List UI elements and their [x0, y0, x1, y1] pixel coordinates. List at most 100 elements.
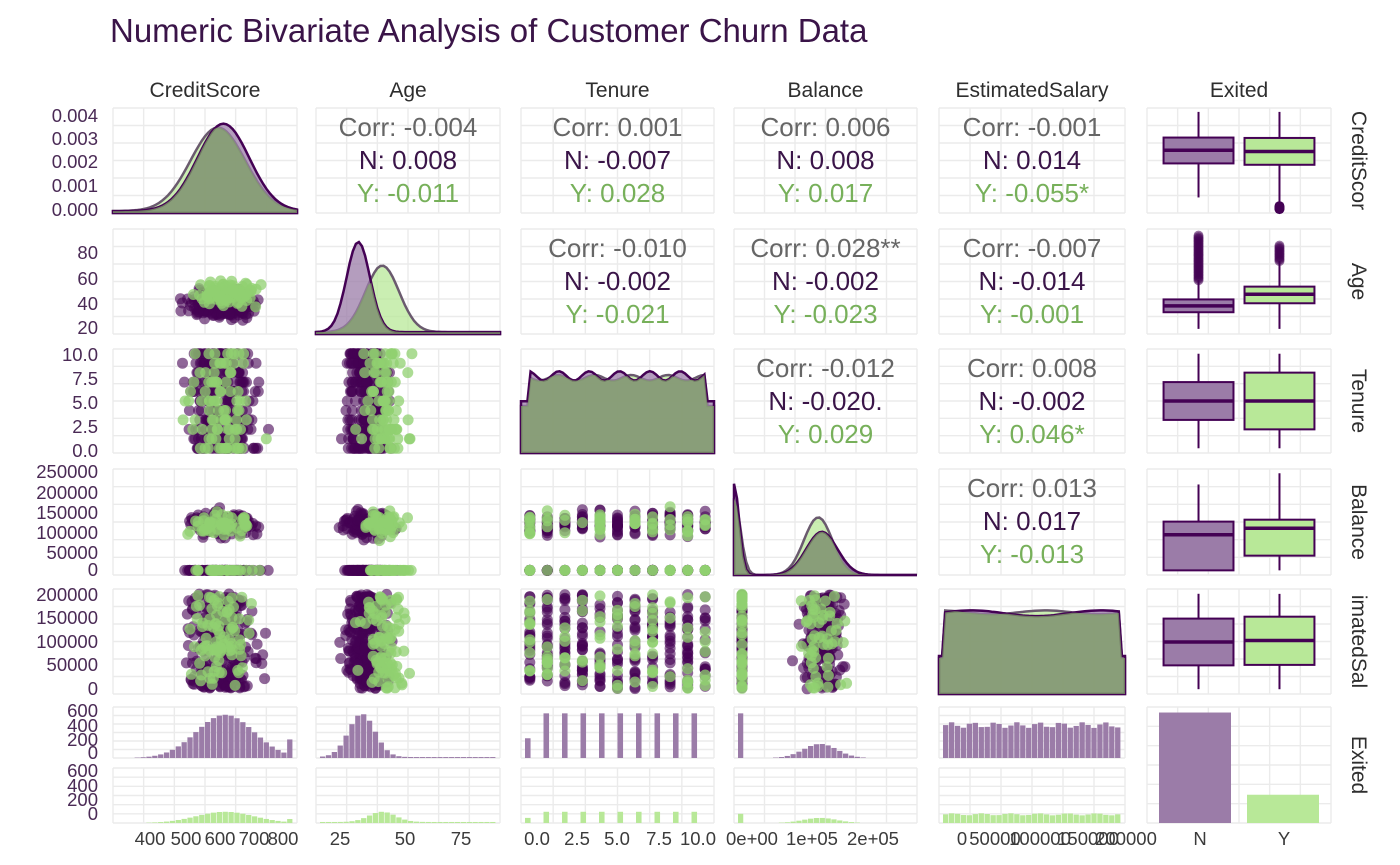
hist-bar [966, 815, 973, 823]
hist-bar [784, 822, 790, 823]
y-tick-balance: 50000 [47, 542, 98, 563]
scatter-point-y [227, 621, 239, 633]
y-tick-balance: 250000 [36, 461, 98, 482]
hist-bar [1037, 813, 1044, 823]
scatter-point-n [342, 414, 354, 426]
scatter-point-n [189, 433, 201, 445]
hist-bar [431, 821, 437, 823]
scatter-point-n [336, 433, 347, 445]
panel-estimatedsalary-exited [1146, 588, 1332, 695]
scatter-point-n [361, 376, 373, 388]
scatter-point-y [364, 357, 376, 369]
scatter-point-y [822, 652, 834, 664]
scatter-point-y [194, 657, 206, 669]
scatter-point-n [629, 624, 641, 636]
scatter-point-y [524, 564, 536, 576]
box-y [1243, 518, 1316, 557]
hist-bar [281, 821, 287, 823]
hist-bar [990, 722, 996, 758]
x-tick-balance: 2e+05 [847, 828, 899, 849]
scatter-point-y [196, 423, 208, 435]
column-strips: CreditScore Age Tenure Balance EstimatedSala… [150, 79, 1269, 102]
column-strip-balance: Balance [788, 79, 864, 102]
column-strip-tenure: Tenure [585, 79, 649, 102]
scatter-point-y [682, 663, 694, 675]
scatter-point-y [207, 621, 219, 633]
outlier [1193, 230, 1204, 241]
scatter-point-y [559, 630, 571, 642]
scatter-point-y [612, 604, 623, 616]
scatter-point-y [801, 615, 813, 627]
scatter-point-y [594, 564, 606, 576]
hist-bar [954, 725, 961, 758]
density-curve [113, 127, 297, 213]
panel-age-creditscore [112, 228, 298, 335]
y-tick-creditscore: 0.002 [52, 151, 98, 172]
scatter-point-y [805, 657, 817, 669]
scatter-point-y [205, 286, 217, 298]
x-tick-creditscore: 400 [135, 828, 166, 849]
hist-bar [443, 821, 449, 823]
hist-bar [831, 819, 837, 823]
hist-bar [478, 757, 484, 758]
hist-bar [355, 715, 361, 758]
scatter-point-y [576, 605, 588, 617]
hist-bar [366, 720, 373, 758]
hist-bar [1043, 726, 1050, 758]
scatter-point-y [234, 395, 246, 407]
scatter-point-y [393, 395, 405, 407]
scatter-point-y [202, 442, 214, 454]
x-tick-estimatedsalary: 200000 [1095, 828, 1157, 849]
scatter-point-y [396, 677, 408, 689]
hist-bar [1014, 722, 1020, 758]
scatter-point-y [828, 590, 840, 602]
x-tick-age: 50 [395, 828, 416, 849]
hist-bar [843, 753, 849, 758]
corr-group-n: N: -0.007 [564, 145, 671, 175]
hist-bar [466, 821, 472, 823]
panel-balance-balance [732, 468, 918, 577]
y-tick-creditscore: 0.000 [52, 199, 98, 220]
scatter-point-y [222, 595, 234, 607]
panel-exited-tenure-y [520, 767, 715, 824]
scatter-point-y [576, 564, 588, 576]
scatter-point-n [541, 603, 553, 615]
hist-bar [443, 757, 449, 758]
scatter-point-y [629, 564, 641, 576]
panel-exited-estimatedsalary-n [938, 706, 1126, 759]
scatter-point-y [524, 665, 536, 676]
hist-bar [169, 820, 176, 823]
scatter-point-y [384, 622, 396, 634]
corr-group-y: Y: -0.013 [980, 539, 1084, 569]
hist-bar [673, 713, 679, 758]
scatter-point-y [629, 601, 641, 612]
hist-bar [978, 813, 984, 823]
hist-bar [854, 756, 860, 758]
hist-bar [484, 757, 490, 758]
hist-bar [790, 754, 796, 758]
scatter-point-y [228, 348, 240, 360]
scatter-point-y [206, 376, 218, 388]
scatter-point-n [260, 627, 271, 639]
hist-bar [943, 814, 949, 823]
scatter-point-y [376, 527, 388, 539]
hist-bar [1002, 813, 1008, 823]
scatter-point-n [344, 656, 356, 668]
scatter-point-y [378, 357, 390, 369]
scatter-point-n [178, 376, 190, 388]
hist-bar [1091, 727, 1097, 758]
scatter-point-y [210, 433, 222, 445]
scatter-point-y [803, 594, 815, 606]
hist-bar [372, 731, 379, 758]
scatter-point-n [259, 673, 271, 685]
scatter-point-n [346, 442, 358, 454]
scatter-point-y [238, 513, 250, 525]
scatter-point-y [250, 301, 262, 313]
scatter-point-y [196, 525, 208, 537]
hist-bar [454, 821, 461, 823]
hist-bar [478, 821, 484, 823]
scatter-point-y [208, 594, 220, 606]
hist-bar [251, 816, 258, 823]
corr-overall: Corr: 0.006 [760, 112, 890, 142]
